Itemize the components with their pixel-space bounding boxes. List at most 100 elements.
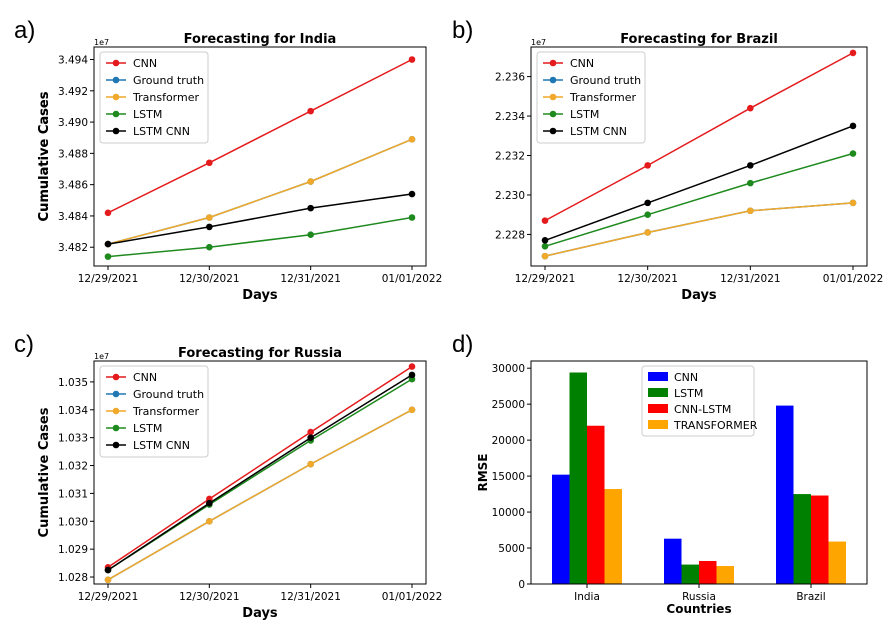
chart-russia: Forecasting for Russia 1e7 1.028 1.029 1.030… [37,346,442,621]
legend-label: LSTM CNN [570,125,627,138]
legend-marker [549,93,557,101]
data-point-lstm-cnn [206,499,213,507]
legend-label: LSTM [133,108,162,121]
legend-swatch [648,404,668,413]
legend-label: Transformer [132,405,199,418]
data-point-lstm-cnn [307,434,314,441]
y-tick-label: 3.488 [58,148,88,160]
data-point-cnn [408,363,416,370]
x-tick-label: India [574,591,600,603]
y-tick-label: 2.228 [495,229,525,241]
data-point-lstm [541,242,549,250]
legend-swatch [648,388,668,397]
x-tick-label: 12/31/2021 [720,273,781,285]
data-point-lstm-cnn [849,122,857,130]
legend-swatch [648,372,668,381]
data-point-lstm-cnn [104,566,112,574]
x-tick-label: 12/31/2021 [280,273,341,285]
legend-marker [112,110,120,118]
y-tick-label: 1.033 [58,433,88,445]
y-tick-label: 2.236 [495,72,525,84]
legend-label: CNN [570,57,594,70]
series-line-transformer [107,138,413,245]
legend-label: LSTM CNN [133,125,190,138]
data-point-lstm-cnn [541,237,549,244]
data-point-lstm-cnn [747,162,754,169]
legend-marker [112,390,120,398]
legend-label: LSTM CNN [133,439,190,452]
series-line-ground-truth [107,138,413,245]
y-tick-label: 2.230 [495,190,525,202]
data-point-transformer [104,576,112,584]
series-line-lstm-cnn [107,193,413,245]
legend-label: Ground truth [570,74,641,87]
series-line-cnn [107,365,413,568]
y-tick-label: 3.482 [58,242,88,254]
panel-label-a: a) [14,17,35,44]
data-point-transformer [849,199,857,207]
panel-label-c: c) [14,331,34,358]
legend-label: Transformer [132,91,199,104]
x-axis-label: Days [681,288,717,303]
y-tick-label: 1.030 [58,516,88,528]
data-point-transformer [408,406,416,414]
plot-frame [530,360,868,585]
data-point-lstm [307,231,314,239]
legend-label: LSTM [133,422,162,435]
data-point-cnn [206,159,213,167]
bar-lstm [681,564,699,584]
x-tick-label: 12/29/2021 [78,591,139,603]
series-line-lstm [107,216,413,258]
bar-lstm [569,372,587,584]
legend-marker [112,76,120,84]
legend-frame [99,51,209,144]
chart-title: Forecasting for Russia [178,346,342,361]
data-point-lstm-cnn [408,190,416,198]
data-point-cnn [849,49,857,57]
bar-cnn [552,474,570,584]
legend-label: Transformer [569,91,636,104]
y-tick-label: 25000 [492,399,525,411]
x-tick-label: Russia [682,591,716,603]
plot-frame [530,46,868,267]
legend-label: CNN [133,57,157,70]
y-tick-label: 5000 [498,543,525,555]
y-tick-label: 1.029 [58,544,88,556]
series-line-transformer [107,409,413,581]
bar-cnn [664,538,682,584]
panel-label-d: d) [452,331,473,358]
data-point-lstm-cnn [206,223,213,231]
bar-transformer [716,566,734,584]
legend-label: CNN-LSTM [674,403,731,416]
data-point-transformer [541,252,549,260]
data-point-lstm [849,150,857,157]
bar-cnn-lstm [811,495,829,584]
y-tick-label: 10000 [492,507,525,519]
bar-transformer [604,489,622,584]
series-line-ground-truth [544,202,854,257]
y-offset-text: 1e7 [94,352,109,361]
data-point-transformer [644,229,651,236]
data-point-transformer [206,517,213,525]
y-axis-label: RMSE [476,453,490,491]
data-point-lstm [747,179,754,187]
series-line-lstm [544,152,854,248]
x-tick-label: 12/30/2021 [179,591,240,603]
legend-label: CNN [674,371,698,384]
y-tick-label: 3.492 [58,86,88,98]
bar-lstm [793,494,811,584]
data-point-transformer [307,460,314,468]
chart-rmse: 0 5000 10000 15000 20000 25000 30000 India Russi… [476,360,868,616]
legend-label: TRANSFORMER [673,419,758,432]
x-tick-label: 12/31/2021 [280,591,341,603]
data-point-transformer [206,214,213,221]
y-tick-label: 1.034 [58,405,88,417]
legend-marker [549,59,557,67]
data-point-transformer [307,178,314,185]
series-line-cnn [544,52,854,222]
legend-marker [549,76,557,84]
data-point-lstm [104,253,112,260]
y-tick-label: 2.234 [495,111,525,123]
data-point-cnn [408,56,416,63]
